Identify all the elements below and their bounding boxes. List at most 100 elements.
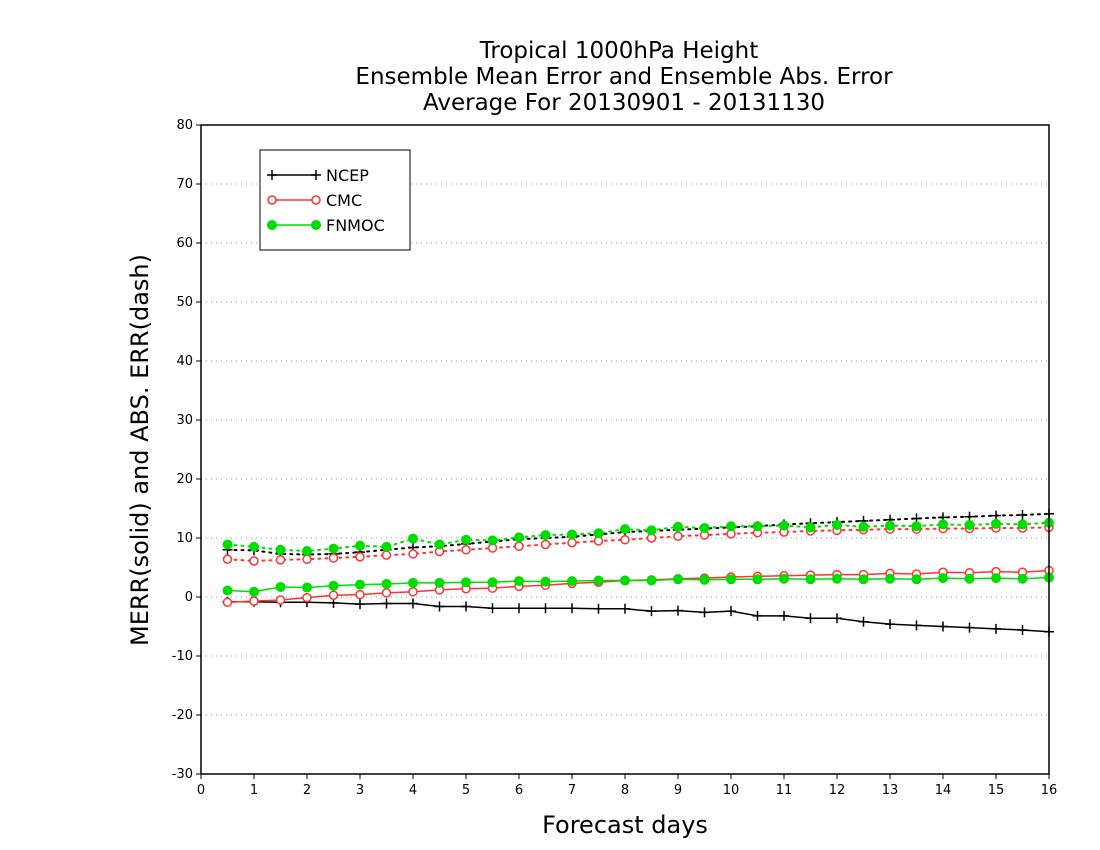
legend-marker: [267, 170, 277, 180]
cmc-abs-err-line: [226, 526, 1050, 563]
x-tick-label: 2: [303, 783, 311, 798]
fnmoc-abs-err-point: [514, 532, 524, 543]
fnmoc-abs-err-point: [593, 528, 604, 539]
cmc-merr-point: [381, 588, 392, 598]
fnmoc-abs-err-point: [938, 519, 948, 530]
fnmoc-merr-point: [699, 574, 710, 585]
cmc-merr-line: [227, 569, 1050, 604]
fnmoc-merr-point: [355, 579, 365, 590]
cmc-abs-err-point: [381, 550, 392, 560]
fnmoc-abs-err-point: [620, 524, 630, 535]
cmc-abs-err-point: [620, 535, 630, 545]
cmc-abs-err-point: [222, 554, 233, 564]
fnmoc-merr-point: [805, 574, 816, 585]
x-tick-label: 1: [250, 783, 258, 798]
ncep-merr-point: [620, 603, 630, 614]
fnmoc-merr-point: [222, 585, 233, 596]
fnmoc-abs-err-point: [805, 522, 816, 533]
ncep-merr-point: [673, 605, 683, 616]
y-tick-label: -10: [172, 649, 193, 664]
x-tick-label: 9: [674, 783, 682, 798]
fnmoc-abs-err-point: [858, 521, 869, 532]
x-tick-label: 12: [829, 783, 846, 798]
fnmoc-merr-point: [938, 573, 948, 584]
fnmoc-merr-point: [991, 573, 1001, 584]
x-tick-label: 11: [776, 783, 793, 798]
ncep-abs-err-point: [1017, 509, 1028, 520]
fnmoc-abs-err-point: [408, 533, 418, 544]
fnmoc-merr-point: [540, 576, 551, 587]
ncep-merr-point: [991, 623, 1001, 634]
ncep-merr-point: [646, 606, 657, 617]
cmc-abs-err-point: [673, 531, 683, 541]
x-tick-label: 13: [882, 783, 899, 798]
fnmoc-merr-point: [381, 579, 392, 590]
ncep-merr-point: [911, 620, 922, 631]
y-tick-label: -30: [172, 767, 193, 782]
legend-marker: [311, 195, 321, 205]
fnmoc-merr-point: [434, 577, 445, 588]
ncep-merr-point: [514, 603, 524, 614]
fnmoc-abs-err-point: [646, 525, 657, 536]
fnmoc-merr-point: [726, 574, 736, 585]
series-layer: [222, 508, 1054, 637]
fnmoc-abs-err-point: [832, 520, 842, 531]
fnmoc-merr-point: [911, 574, 922, 585]
legend-marker: [267, 195, 277, 205]
legend-label: CMC: [326, 191, 362, 210]
fnmoc-abs-err-point: [885, 520, 895, 531]
x-tick-label: 5: [462, 783, 470, 798]
ncep-abs-err-line: [226, 512, 1050, 556]
legend-marker: [311, 220, 321, 230]
fnmoc-abs-err-point: [752, 521, 763, 532]
fnmoc-abs-err-point: [779, 520, 789, 531]
fnmoc-merr-point: [593, 575, 604, 586]
cmc-merr-point: [275, 595, 286, 605]
ncep-merr-point: [567, 603, 577, 614]
x-tick-label: 15: [988, 783, 1005, 798]
fnmoc-abs-err-point: [249, 541, 259, 552]
x-axis-title: Forecast days: [542, 811, 708, 839]
x-tick-label: 0: [197, 783, 205, 798]
fnmoc-merr-point: [673, 574, 683, 585]
legend-item-cmc: CMC: [267, 191, 362, 210]
fnmoc-merr-point: [249, 586, 259, 597]
legend-item-fnmoc: FNMOC: [267, 216, 385, 235]
legend-item-ncep: NCEP: [267, 166, 369, 185]
fnmoc-abs-err-point: [461, 534, 471, 545]
fnmoc-abs-err-point: [964, 520, 975, 531]
cmc-merr-point: [249, 596, 259, 606]
legend-label: NCEP: [326, 166, 369, 185]
y-tick-label: 70: [176, 177, 193, 192]
ncep-merr-point: [461, 601, 471, 612]
ncep-merr-point: [858, 616, 869, 627]
fnmoc-abs-err-point: [699, 522, 710, 533]
y-tick-label: 10: [176, 531, 193, 546]
legend-marker: [311, 170, 321, 180]
legend: NCEP CMC FNMOC: [259, 149, 411, 251]
fnmoc-merr-point: [620, 575, 630, 586]
ncep-merr-point: [593, 603, 604, 614]
cmc-merr-point: [355, 589, 365, 600]
ncep-merr-point: [832, 613, 842, 624]
ncep-merr-point: [408, 598, 418, 609]
cmc-merr-point: [408, 586, 418, 597]
ncep-merr-point: [699, 607, 710, 618]
fnmoc-merr-point: [646, 575, 657, 586]
fnmoc-abs-err-point: [911, 521, 922, 532]
ncep-merr-point: [938, 621, 948, 632]
cmc-abs-err-point: [328, 553, 339, 563]
fnmoc-abs-err-point: [487, 535, 498, 546]
fnmoc-abs-err-line: [226, 521, 1050, 552]
cmc-abs-err-point: [249, 556, 259, 566]
x-tick-label: 7: [568, 783, 576, 798]
fnmoc-abs-err-point: [726, 521, 736, 532]
x-tick-label: 8: [621, 783, 629, 798]
cmc-abs-err-point: [302, 554, 312, 564]
ncep-merr-point: [779, 610, 789, 621]
cmc-merr-point: [302, 592, 312, 603]
ncep-merr-point: [434, 601, 445, 612]
ncep-merr-point: [487, 603, 498, 614]
cmc-abs-err-point: [514, 541, 524, 552]
